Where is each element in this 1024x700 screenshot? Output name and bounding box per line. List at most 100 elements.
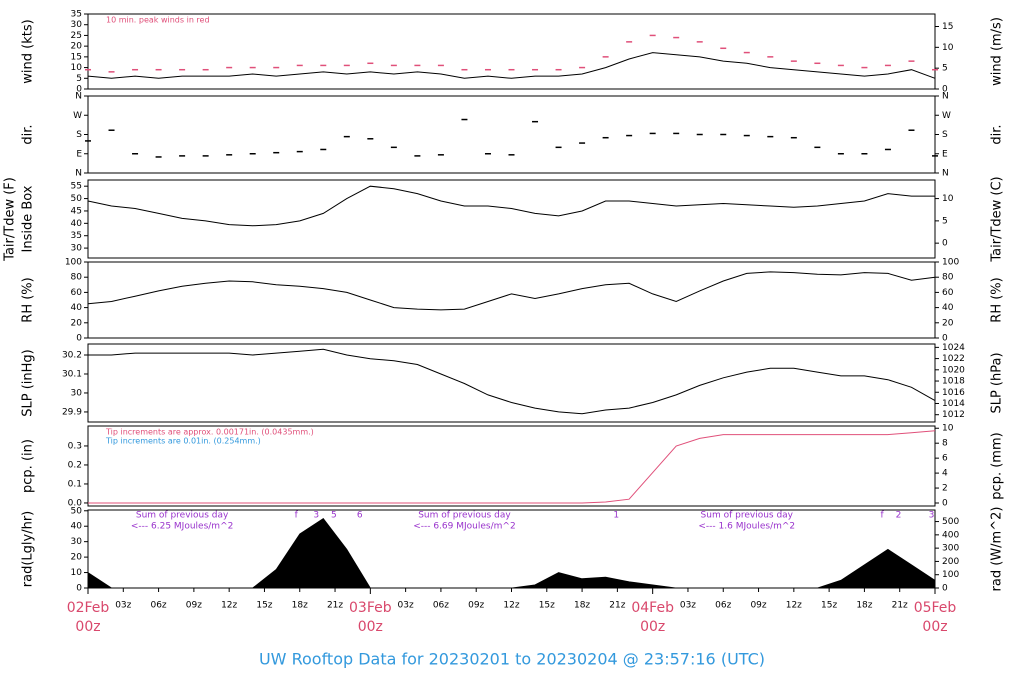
y2-tick-label: 1018 [942, 377, 965, 387]
line [87, 185, 935, 227]
day-hour-label: 00z [640, 619, 665, 635]
y-tick-label: 45 [71, 206, 82, 216]
panel-frame [87, 261, 936, 339]
panel-frame [87, 179, 936, 259]
day-hour-label: 00z [75, 619, 100, 635]
y2-tick-label: S [942, 130, 948, 140]
sum-value: <--- 6.69 MJoules/m^2 [413, 522, 515, 532]
panel-frame [87, 425, 936, 507]
x-tick-label: 21z [892, 601, 908, 611]
y2-tick-label: N [942, 92, 949, 102]
panel-frame [87, 95, 936, 174]
y2-tick-label: E [942, 149, 948, 159]
y-axis-label: wind (kts) [21, 19, 36, 83]
x-tick-label: 12z [786, 601, 802, 611]
y2-tick-label: 60 [942, 288, 954, 298]
y2-tick-label: 40 [942, 303, 954, 313]
y-tick-label: 10 [71, 63, 83, 73]
y-tick-label: 50 [71, 506, 83, 516]
y2-tick-label: 10 [942, 424, 954, 434]
y-axis-label: rad(Lgly/hr) [21, 511, 36, 587]
y2-tick-label: 0 [942, 85, 948, 95]
y2-tick-label: 80 [942, 273, 954, 283]
line [87, 52, 936, 79]
x-tick-label: 15z [256, 601, 272, 611]
y-tick-label: 10 [71, 568, 83, 578]
y-tick-label: 20 [71, 42, 83, 52]
y2-tick-label: 10 [942, 194, 954, 204]
y2-axis-label: Tair/Tdew (C) [990, 176, 1005, 262]
line [88, 430, 936, 504]
y-tick-label: 0.3 [68, 441, 82, 451]
y-tick-label: 15 [71, 52, 82, 62]
y2-tick-label: 1020 [942, 365, 965, 375]
x-tick-label: 03z [398, 601, 414, 611]
y-axis-label: Tair/Tdew (F) [3, 177, 18, 262]
x-tick-label: 15z [539, 601, 555, 611]
y-tick-label: 55 [71, 182, 82, 192]
sum-label: Sum of previous day [136, 511, 229, 521]
y-axis-label: pcp. (in) [21, 439, 36, 493]
y2-axis-label: pcp. (mm) [990, 432, 1005, 499]
sum-label: Sum of previous day [701, 511, 794, 521]
y2-axis-label: dir. [990, 124, 1005, 144]
flag-label: f [295, 511, 299, 521]
line [88, 348, 936, 415]
y-tick-label: 0 [76, 334, 82, 344]
annotation: Tip increments are approx. 0.00171in. (0… [105, 428, 314, 437]
y-tick-label: 60 [71, 288, 83, 298]
panel-frame [87, 343, 936, 423]
y2-tick-label: 15 [942, 22, 953, 32]
y-tick-label: N [75, 92, 82, 102]
y2-tick-label: 1024 [942, 343, 965, 353]
sum-value: <--- 6.25 MJoules/m^2 [131, 522, 233, 532]
y-tick-label: 30 [71, 388, 83, 398]
y2-axis-label: rad (W/m^2) [990, 507, 1005, 592]
x-tick-label: 18z [856, 601, 872, 611]
y-tick-label: 30.2 [62, 351, 82, 361]
panel-frame [87, 13, 936, 90]
y-tick-label: 100 [65, 258, 82, 268]
y-axis-label: Inside Box [21, 185, 36, 252]
y2-tick-label: 300 [942, 544, 959, 554]
x-tick-label: 18z [574, 601, 590, 611]
y2-axis-label: SLP (hPa) [990, 352, 1005, 413]
y2-tick-label: 2 [942, 484, 948, 494]
x-tick-label: 09z [186, 601, 202, 611]
x-tick-label: 12z [503, 601, 519, 611]
x-tick-label: 12z [221, 601, 237, 611]
y-tick-label: 35 [71, 10, 82, 20]
y-tick-label: 50 [71, 194, 83, 204]
day-hour-label: 00z [358, 619, 383, 635]
annotation: 10 min. peak winds in red [106, 16, 210, 25]
day-label: 04Feb [631, 600, 674, 616]
flag-label: f [880, 511, 884, 521]
y-tick-label: 0 [76, 584, 82, 594]
day-hour-label: 00z [922, 619, 947, 635]
y-tick-label: 0.2 [68, 460, 82, 470]
y2-axis-label: wind (m/s) [990, 17, 1005, 86]
x-tick-label: 06z [150, 601, 166, 611]
x-tick-label: 03z [680, 601, 696, 611]
y-tick-label: 0.1 [68, 479, 82, 489]
y-tick-label: 30 [71, 537, 83, 547]
y2-tick-label: 10 [942, 43, 954, 53]
y-tick-label: E [76, 149, 82, 159]
x-tick-label: 18z [292, 601, 308, 611]
y2-tick-label: 0 [942, 499, 948, 509]
flag-label: 6 [357, 511, 363, 521]
y-axis-label: dir. [21, 124, 36, 144]
y2-tick-label: 1014 [942, 399, 965, 409]
y2-tick-label: 1012 [942, 410, 965, 420]
y2-tick-label: W [942, 111, 951, 121]
day-label: 05Feb [914, 600, 957, 616]
flag-label: 2 [896, 511, 902, 521]
sum-label: Sum of previous day [418, 511, 511, 521]
x-tick-label: 21z [327, 601, 343, 611]
y2-tick-label: 100 [942, 570, 959, 580]
y2-tick-label: 0 [942, 334, 948, 344]
flag-label: 3 [313, 511, 319, 521]
y-axis-label: RH (%) [21, 277, 36, 322]
y-tick-label: 25 [71, 31, 82, 41]
